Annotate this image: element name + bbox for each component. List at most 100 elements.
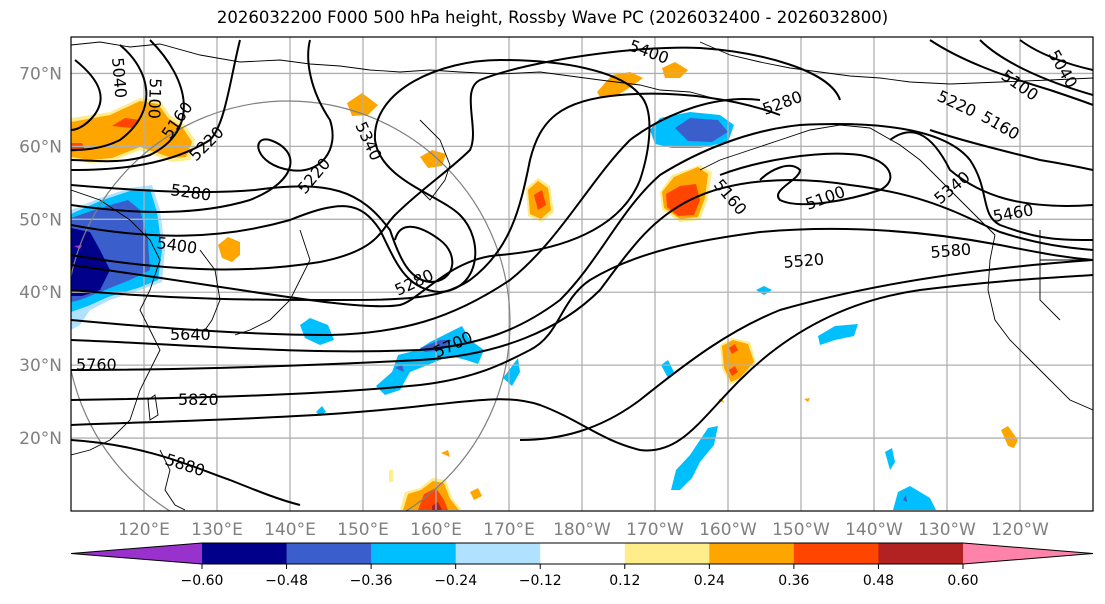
contour-line — [519, 259, 1093, 441]
chart-title: 2026032200 F000 500 hPa height, Rossby W… — [216, 8, 889, 27]
colorbar-segment — [202, 543, 288, 564]
colorbar-segment — [624, 543, 710, 564]
negative-anomaly — [671, 426, 718, 490]
colorbar-segment — [371, 543, 457, 564]
colorbar-tick-label: −0.36 — [350, 573, 393, 589]
negative-anomaly — [376, 326, 484, 395]
positive-anomaly — [432, 502, 442, 510]
positive-anomaly — [470, 488, 482, 500]
longitude-label: 160°E — [410, 520, 462, 540]
contour-line — [71, 58, 651, 308]
negative-anomaly — [818, 324, 858, 345]
coastline-philippines — [159, 449, 186, 511]
longitude-label: 150°W — [772, 520, 830, 540]
contour-label: 5580 — [930, 240, 972, 262]
negative-anomaly — [675, 118, 728, 142]
coastline-kamchatka — [419, 119, 451, 201]
contour-line — [71, 44, 148, 151]
positive-anomaly — [389, 470, 393, 482]
positive-anomaly — [729, 366, 738, 376]
contour-line — [929, 129, 1093, 171]
contour-line — [71, 39, 334, 213]
contour-line — [71, 46, 841, 271]
colorbar-tick-label: −0.60 — [181, 573, 224, 589]
contour-line — [71, 123, 1093, 353]
longitude-label: 170°W — [626, 520, 684, 540]
longitude-label: 130°E — [191, 520, 243, 540]
contour-line — [71, 227, 1093, 401]
contour-line — [71, 59, 102, 131]
coastline-us-borders — [1039, 230, 1093, 321]
latitude-label: 20°N — [19, 429, 62, 449]
positive-anomaly — [441, 450, 450, 457]
contour-line — [889, 131, 1093, 207]
colorbar-tick-label: 0.12 — [609, 573, 640, 589]
colorbar-tick-label: −0.12 — [519, 573, 562, 589]
contour-line — [71, 184, 454, 284]
contour-label: 5040 — [108, 57, 130, 99]
contour-line — [1019, 39, 1093, 71]
negative-anomaly — [893, 486, 936, 510]
colorbar-segment — [455, 543, 541, 564]
colorbar-tick-label: 0.36 — [778, 573, 809, 589]
latitude-label: 60°N — [19, 137, 62, 157]
colorbar-tick-label: 0.48 — [863, 573, 894, 589]
colorbar-tick-label: −0.48 — [265, 573, 308, 589]
colorbar-extend-max — [963, 543, 1093, 564]
colorbar: −0.60 −0.48 −0.36 −0.24 −0.12 0.12 0.24 0.36 0.4… — [70, 542, 1094, 589]
height-contours — [71, 39, 1093, 506]
negative-anomaly — [661, 360, 674, 378]
negative-anomaly — [395, 364, 404, 372]
colorbar-tick-label: 0.60 — [947, 573, 978, 589]
latitude-labels: 70°N 60°N 50°N 40°N 30°N 20°N — [19, 64, 62, 449]
contour-line — [71, 39, 185, 163]
longitude-label: 170°E — [483, 520, 535, 540]
positive-anomaly — [729, 344, 738, 354]
colorbar-segment — [709, 543, 795, 564]
contour-line — [71, 98, 761, 337]
contour-label: 5820 — [178, 390, 219, 409]
positive-anomaly — [218, 237, 240, 262]
longitude-label: 120°E — [118, 520, 170, 540]
map-frame — [70, 36, 1094, 512]
longitude-label: 130°W — [918, 520, 976, 540]
contour-line — [71, 92, 781, 301]
contour-line — [71, 439, 301, 506]
longitude-label: 150°E — [337, 520, 389, 540]
coastline-korea — [199, 249, 221, 331]
positive-anomaly — [420, 150, 446, 168]
longitude-label: 180°W — [553, 520, 611, 540]
contour-label: 5640 — [170, 325, 211, 344]
positive-anomaly — [804, 398, 810, 402]
negative-anomaly — [885, 448, 895, 470]
contour-line — [71, 39, 241, 171]
latitude-label: 50°N — [19, 210, 62, 230]
contour-line — [929, 39, 1093, 106]
longitude-label: 160°W — [699, 520, 757, 540]
positive-anomaly — [1001, 426, 1018, 448]
latitude-label: 30°N — [19, 356, 62, 376]
positive-anomaly — [597, 72, 643, 97]
negative-anomaly — [756, 286, 772, 295]
coastline-alaska-south — [699, 124, 996, 236]
colorbar-segment — [793, 543, 879, 564]
longitude-label: 140°E — [264, 520, 316, 540]
colorbar-tick-label: −0.24 — [434, 573, 477, 589]
positive-anomaly — [112, 118, 140, 128]
positive-anomaly — [418, 488, 448, 510]
colorbar-tick-label: 0.24 — [694, 573, 725, 589]
coastline-taiwan — [147, 394, 159, 421]
reference-circle — [71, 100, 511, 511]
contour-line — [71, 274, 1093, 452]
latitude-label: 40°N — [19, 283, 62, 303]
contour-label: 5100 — [145, 78, 165, 119]
negative-anomaly — [903, 494, 907, 502]
coastline-china — [71, 189, 161, 456]
contour-label: 5520 — [783, 250, 825, 272]
contour-line — [71, 179, 1093, 371]
longitude-label: 140°W — [845, 520, 903, 540]
longitude-labels: 120°E 130°E 140°E 150°E 160°E 170°E 180°W 170°W… — [118, 520, 1049, 540]
graticule — [71, 37, 1093, 511]
contour-line — [979, 39, 1093, 96]
